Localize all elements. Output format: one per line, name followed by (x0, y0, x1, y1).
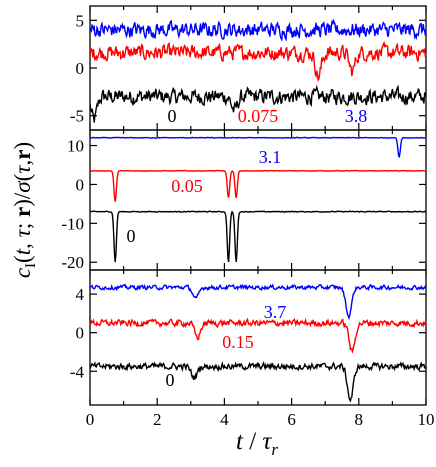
series-line (89, 317, 427, 354)
y-tick-label: 5 (76, 11, 85, 30)
y-tick-label: -20 (61, 253, 84, 272)
y-label-tau2: τ (10, 165, 35, 174)
series-label: 3.1 (259, 147, 282, 167)
x-tick-label: 10 (418, 410, 435, 429)
panel-bottom-frame (89, 269, 427, 406)
x-axis-label: t / τr (236, 428, 278, 459)
x-label-tau: τ (262, 428, 272, 455)
panel-bottom: -4 0 4 0 0.15 3.7 (70, 269, 427, 406)
x-tick-label: 4 (220, 410, 229, 429)
y-axis-label: cI(t, τ; r)/σ(τ,r) (10, 142, 39, 278)
x-axis: 0 2 4 6 8 10 (86, 410, 435, 429)
x-tick-label: 0 (86, 410, 95, 429)
series-line (89, 210, 427, 263)
series-label: 0 (127, 226, 136, 246)
y-label-semi: ; (10, 217, 35, 229)
series-line (89, 283, 427, 321)
y-label-sub: I (23, 263, 39, 268)
series-line (89, 40, 427, 83)
y-label-comma1: , (10, 237, 35, 249)
panel-middle: -20 -10 0 10 0 0.05 3.1 (61, 129, 427, 272)
y-tick-label: 0 (76, 324, 85, 343)
series-line (89, 18, 427, 42)
panel-top: -5 0 5 0 0.075 3.8 (70, 5, 427, 131)
x-tick-label: 2 (153, 410, 162, 429)
y-label-close: ) (10, 142, 35, 150)
series-label: 0.075 (238, 106, 279, 126)
series-line (89, 136, 427, 159)
y-label-paren: ( (10, 255, 35, 263)
series-label: 0.15 (222, 332, 254, 352)
y-tick-label: -4 (70, 362, 85, 381)
x-label-sep: / (243, 428, 262, 455)
x-label-sub: r (271, 440, 278, 459)
y-label-tau1: τ (10, 228, 35, 237)
series-label: 0.05 (171, 176, 203, 196)
y-label-comma2: , (10, 160, 35, 166)
series-label: 0 (168, 106, 177, 126)
y-label-r1: r (10, 207, 35, 217)
y-tick-label: 10 (67, 137, 84, 156)
series-label: 0 (166, 370, 175, 390)
series-line (89, 360, 427, 403)
y-label-r2: r (10, 150, 35, 160)
x-tick-label: 6 (287, 410, 296, 429)
series-label: 3.7 (264, 302, 287, 322)
x-label-t: t (236, 428, 244, 455)
x-tick-label: 8 (355, 410, 364, 429)
y-label-t: t (10, 248, 35, 255)
y-label-sigma: σ (10, 180, 35, 193)
y-tick-label: -10 (61, 214, 84, 233)
y-label-mid: )/ (10, 192, 35, 207)
y-tick-label: 4 (76, 285, 85, 304)
y-tick-label: -5 (70, 107, 84, 126)
y-label-c: c (10, 268, 35, 278)
series-line (89, 169, 427, 202)
y-tick-label: 0 (76, 59, 85, 78)
series-line (89, 84, 427, 123)
y-label-paren2: ( (10, 174, 35, 182)
y-tick-label: 0 (76, 175, 85, 194)
series-label: 3.8 (345, 106, 368, 126)
